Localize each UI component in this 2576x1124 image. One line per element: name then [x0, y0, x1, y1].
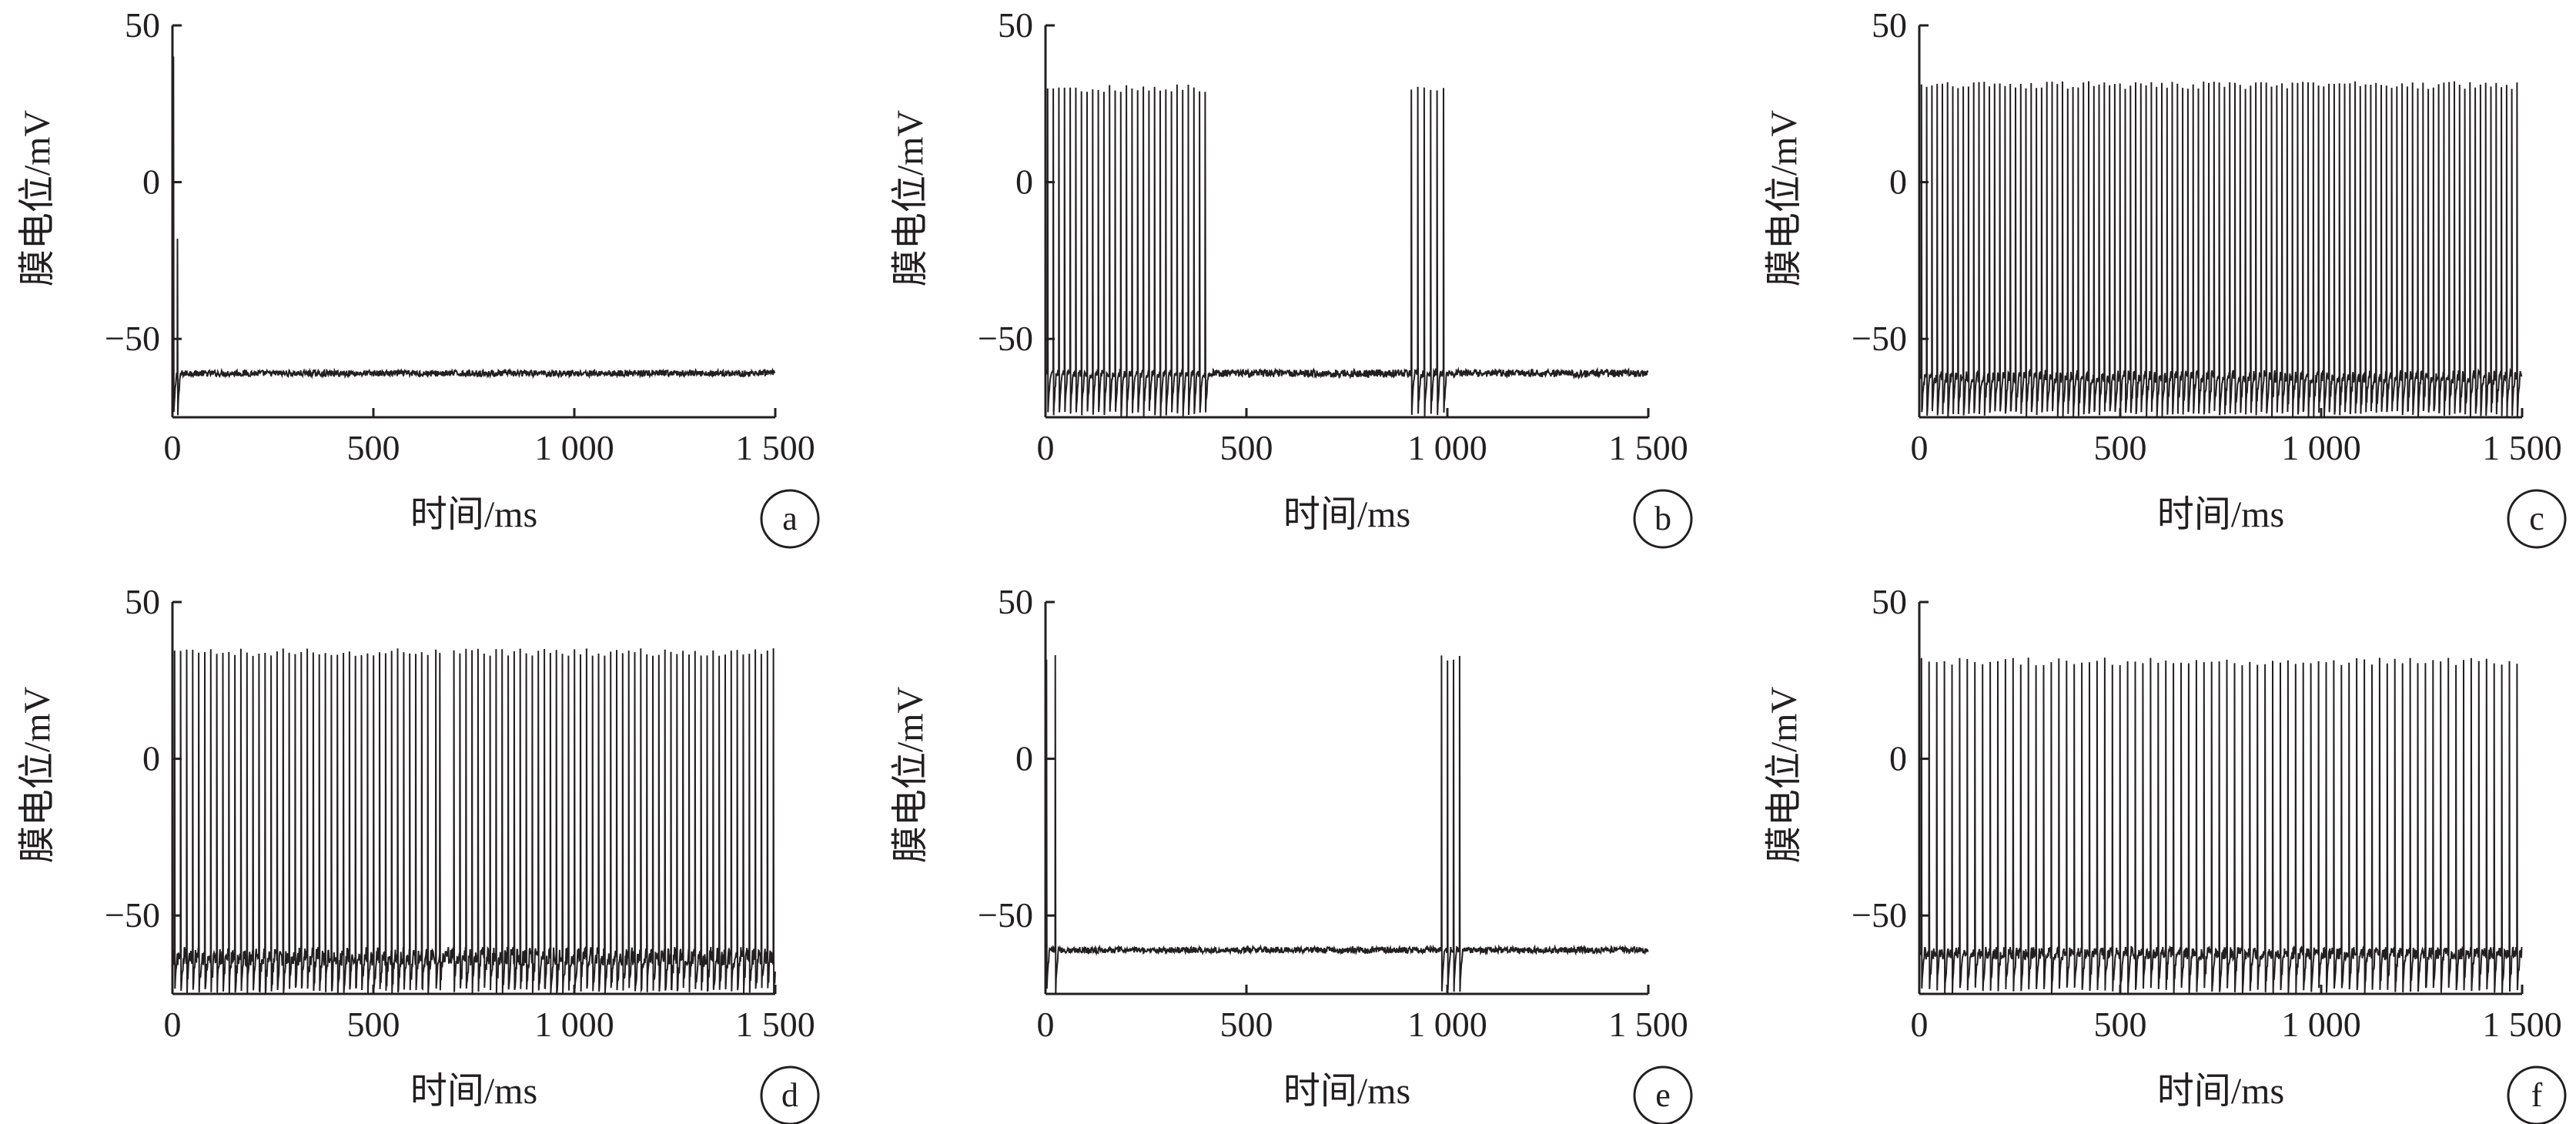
y-tick-label: −50 — [105, 895, 160, 935]
x-tick-label: 1 000 — [534, 428, 614, 467]
panel-label-circle — [760, 489, 820, 549]
x-tick-label: 0 — [1911, 428, 1929, 467]
x-tick-label: 0 — [1037, 428, 1055, 467]
y-tick-label: 0 — [1015, 739, 1033, 778]
x-tick-label: 500 — [2094, 1005, 2147, 1044]
x-axis-title: 时间/ms — [2157, 1071, 2284, 1112]
membrane-trace-b — [1045, 84, 1649, 417]
x-tick-label: 1 000 — [534, 1005, 614, 1044]
x-axis-title: 时间/ms — [410, 1071, 537, 1112]
panel-label: b — [1654, 500, 1671, 537]
membrane-trace-c — [1919, 81, 2523, 417]
y-tick-label: 0 — [1889, 739, 1907, 778]
panel-label-circle — [1633, 1065, 1693, 1124]
panel-label-circle — [1633, 489, 1693, 549]
y-axis-title: 膜电位/mV — [17, 686, 58, 863]
x-tick-label: 1 500 — [2482, 428, 2562, 467]
y-tick-label: −50 — [978, 319, 1033, 358]
x-tick-label: 1 500 — [735, 1005, 815, 1044]
x-tick-label: 500 — [2094, 428, 2147, 467]
panel-label-circle — [2507, 1065, 2567, 1124]
membrane-trace-e — [1045, 654, 1649, 994]
y-tick-label: −50 — [1852, 895, 1907, 935]
panel-label: f — [2531, 1076, 2543, 1114]
panel-label-circle — [2507, 489, 2567, 549]
x-tick-label: 1 000 — [1407, 1005, 1487, 1044]
membrane-trace-d — [172, 648, 776, 995]
x-tick-label: 500 — [347, 428, 400, 467]
panel-label: a — [782, 500, 798, 537]
y-tick-label: 50 — [125, 582, 160, 621]
x-tick-label: 1 500 — [1608, 428, 1688, 467]
y-axis-title: 膜电位/mV — [1764, 686, 1805, 863]
x-tick-label: 500 — [347, 1005, 400, 1044]
y-tick-label: 50 — [998, 5, 1033, 45]
panel-label-circle — [760, 1065, 820, 1124]
x-tick-label: 500 — [1220, 428, 1273, 467]
y-axis-title: 膜电位/mV — [1764, 109, 1805, 286]
y-axis-title: 膜电位/mV — [17, 109, 58, 286]
x-tick-label: 1 000 — [2281, 1005, 2361, 1044]
panel-label: d — [781, 1076, 798, 1114]
y-tick-label: 0 — [142, 739, 160, 778]
x-tick-label: 1 500 — [735, 428, 815, 467]
y-axis-title: 膜电位/mV — [890, 686, 931, 863]
y-tick-label: 50 — [1872, 5, 1907, 45]
y-axis-title: 膜电位/mV — [890, 109, 931, 286]
x-tick-label: 1 500 — [1608, 1005, 1688, 1044]
membrane-trace-f — [1919, 657, 2523, 994]
y-tick-label: −50 — [105, 319, 160, 358]
x-axis-title: 时间/ms — [1283, 1071, 1410, 1112]
x-tick-label: 1 500 — [2482, 1005, 2562, 1044]
x-axis-title: 时间/ms — [1283, 494, 1410, 535]
x-tick-label: 0 — [164, 428, 182, 467]
x-tick-label: 0 — [164, 1005, 182, 1044]
y-tick-label: 0 — [142, 162, 160, 202]
x-tick-label: 1 000 — [1407, 428, 1487, 467]
x-tick-label: 500 — [1220, 1005, 1273, 1044]
panel-label: c — [2529, 500, 2544, 537]
y-tick-label: 50 — [125, 5, 160, 45]
membrane-trace-a — [172, 56, 776, 416]
y-tick-label: −50 — [1852, 319, 1907, 358]
y-tick-label: 0 — [1015, 162, 1033, 202]
x-tick-label: 0 — [1037, 1005, 1055, 1044]
x-tick-label: 0 — [1911, 1005, 1929, 1044]
x-axis-title: 时间/ms — [2157, 494, 2284, 535]
y-tick-label: 50 — [998, 582, 1033, 621]
x-axis-title: 时间/ms — [410, 494, 537, 535]
x-tick-label: 1 000 — [2281, 428, 2361, 467]
y-tick-label: 50 — [1872, 582, 1907, 621]
panel-label: e — [1655, 1076, 1671, 1114]
y-tick-label: −50 — [978, 895, 1033, 935]
y-tick-label: 0 — [1889, 162, 1907, 202]
